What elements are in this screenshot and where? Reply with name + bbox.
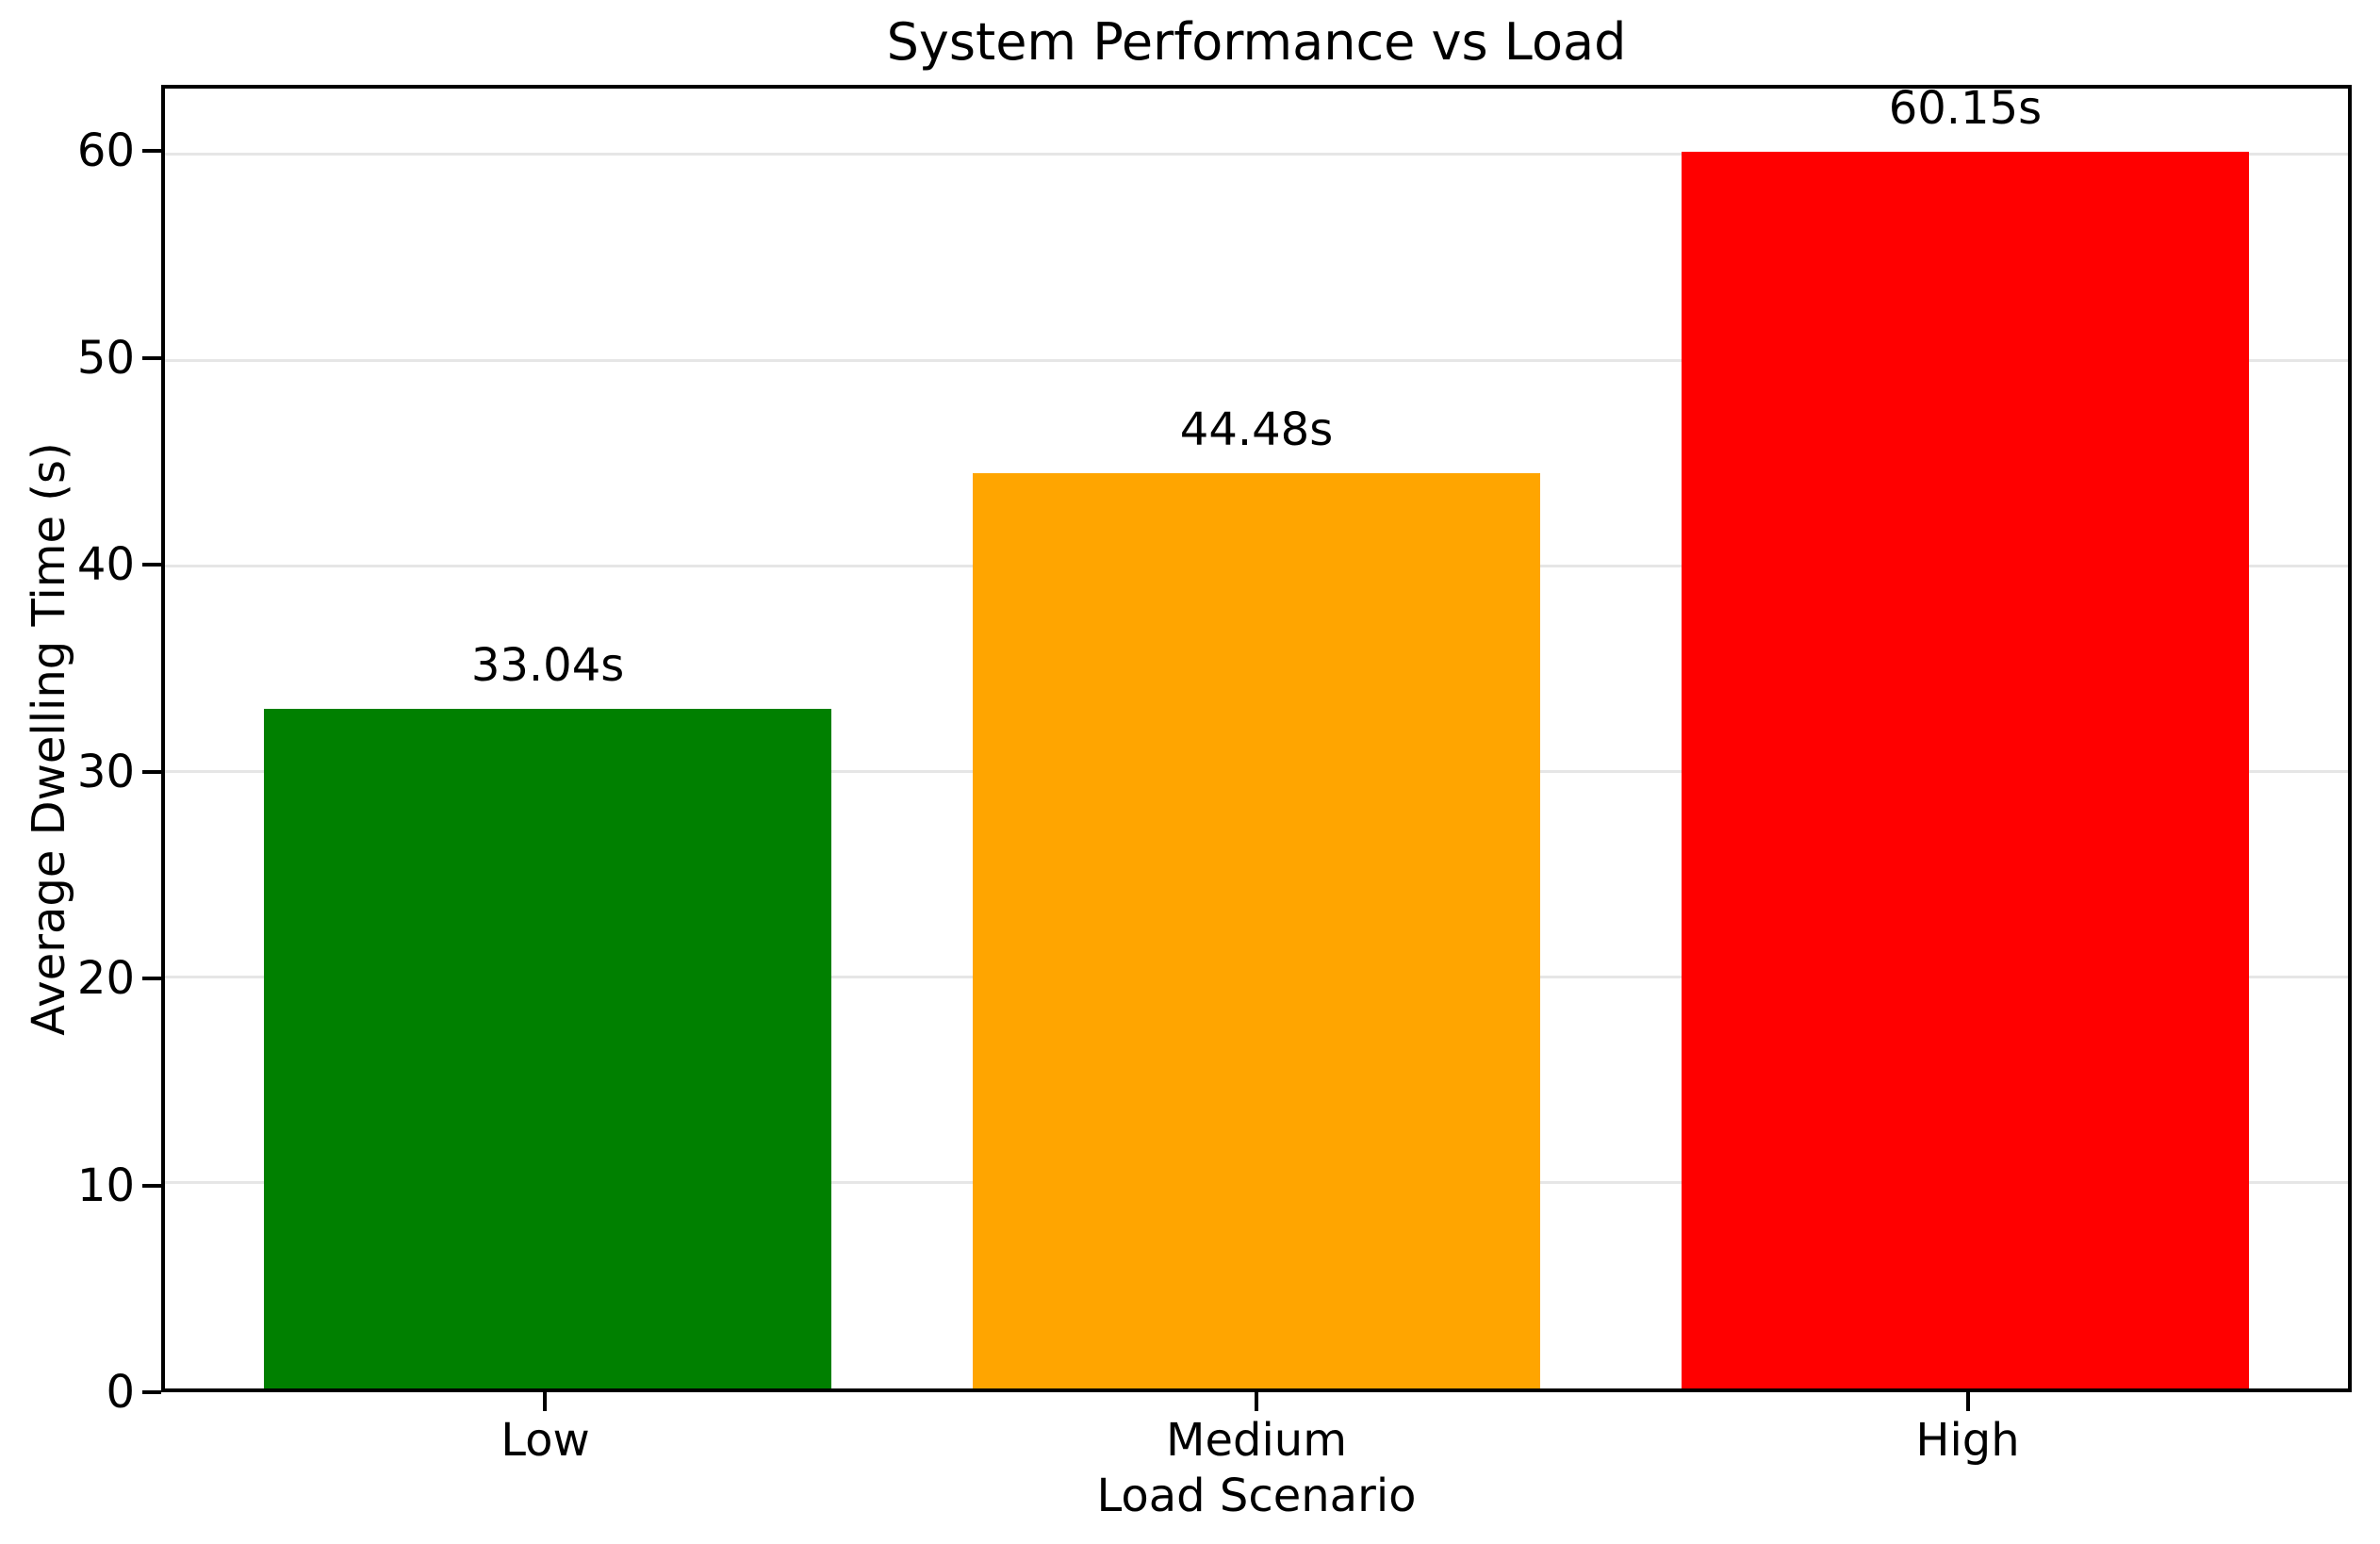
y-tick-mark-0 — [142, 1390, 161, 1394]
y-tick-mark-10 — [142, 1183, 161, 1188]
x-tick-mark-low — [543, 1392, 548, 1411]
y-tick-mark-40 — [142, 563, 161, 567]
y-tick-label-0: 0 — [106, 1366, 135, 1419]
x-tick-label-high: High — [1915, 1414, 2020, 1467]
bar-value-label-low: 33.04s — [470, 639, 625, 693]
y-tick-mark-60 — [142, 149, 161, 154]
y-tick-label-50: 50 — [76, 331, 135, 385]
y-tick-mark-20 — [142, 977, 161, 981]
bar-medium — [973, 473, 1540, 1388]
bar-value-label-high: 60.15s — [1888, 81, 2043, 135]
gridline-y-60 — [165, 153, 2348, 156]
y-tick-label-20: 20 — [76, 952, 135, 1006]
x-tick-mark-medium — [1255, 1392, 1258, 1411]
gridline-y-50 — [165, 358, 2348, 362]
y-tick-label-60: 60 — [76, 124, 135, 178]
bar-value-label-medium: 44.48s — [1179, 403, 1334, 457]
chart-title: System Performance vs Load — [886, 12, 1627, 72]
plot-area: 33.04s 44.48s 60.15s — [161, 81, 2352, 1392]
y-tick-label-40: 40 — [76, 538, 135, 592]
x-tick-mark-high — [1965, 1392, 1970, 1411]
x-tick-label-medium: Medium — [1166, 1414, 1347, 1467]
y-tick-mark-50 — [142, 355, 161, 360]
bar-high — [1682, 151, 2249, 1388]
y-tick-mark-30 — [142, 769, 161, 774]
x-axis-label: Load Scenario — [1096, 1470, 1417, 1522]
bar-low — [264, 709, 831, 1388]
y-tick-label-30: 30 — [76, 745, 135, 798]
x-tick-label-low: Low — [501, 1414, 590, 1467]
y-axis-label: Average Dwelling Time (s) — [23, 442, 75, 1036]
y-tick-label-10: 10 — [76, 1158, 135, 1212]
